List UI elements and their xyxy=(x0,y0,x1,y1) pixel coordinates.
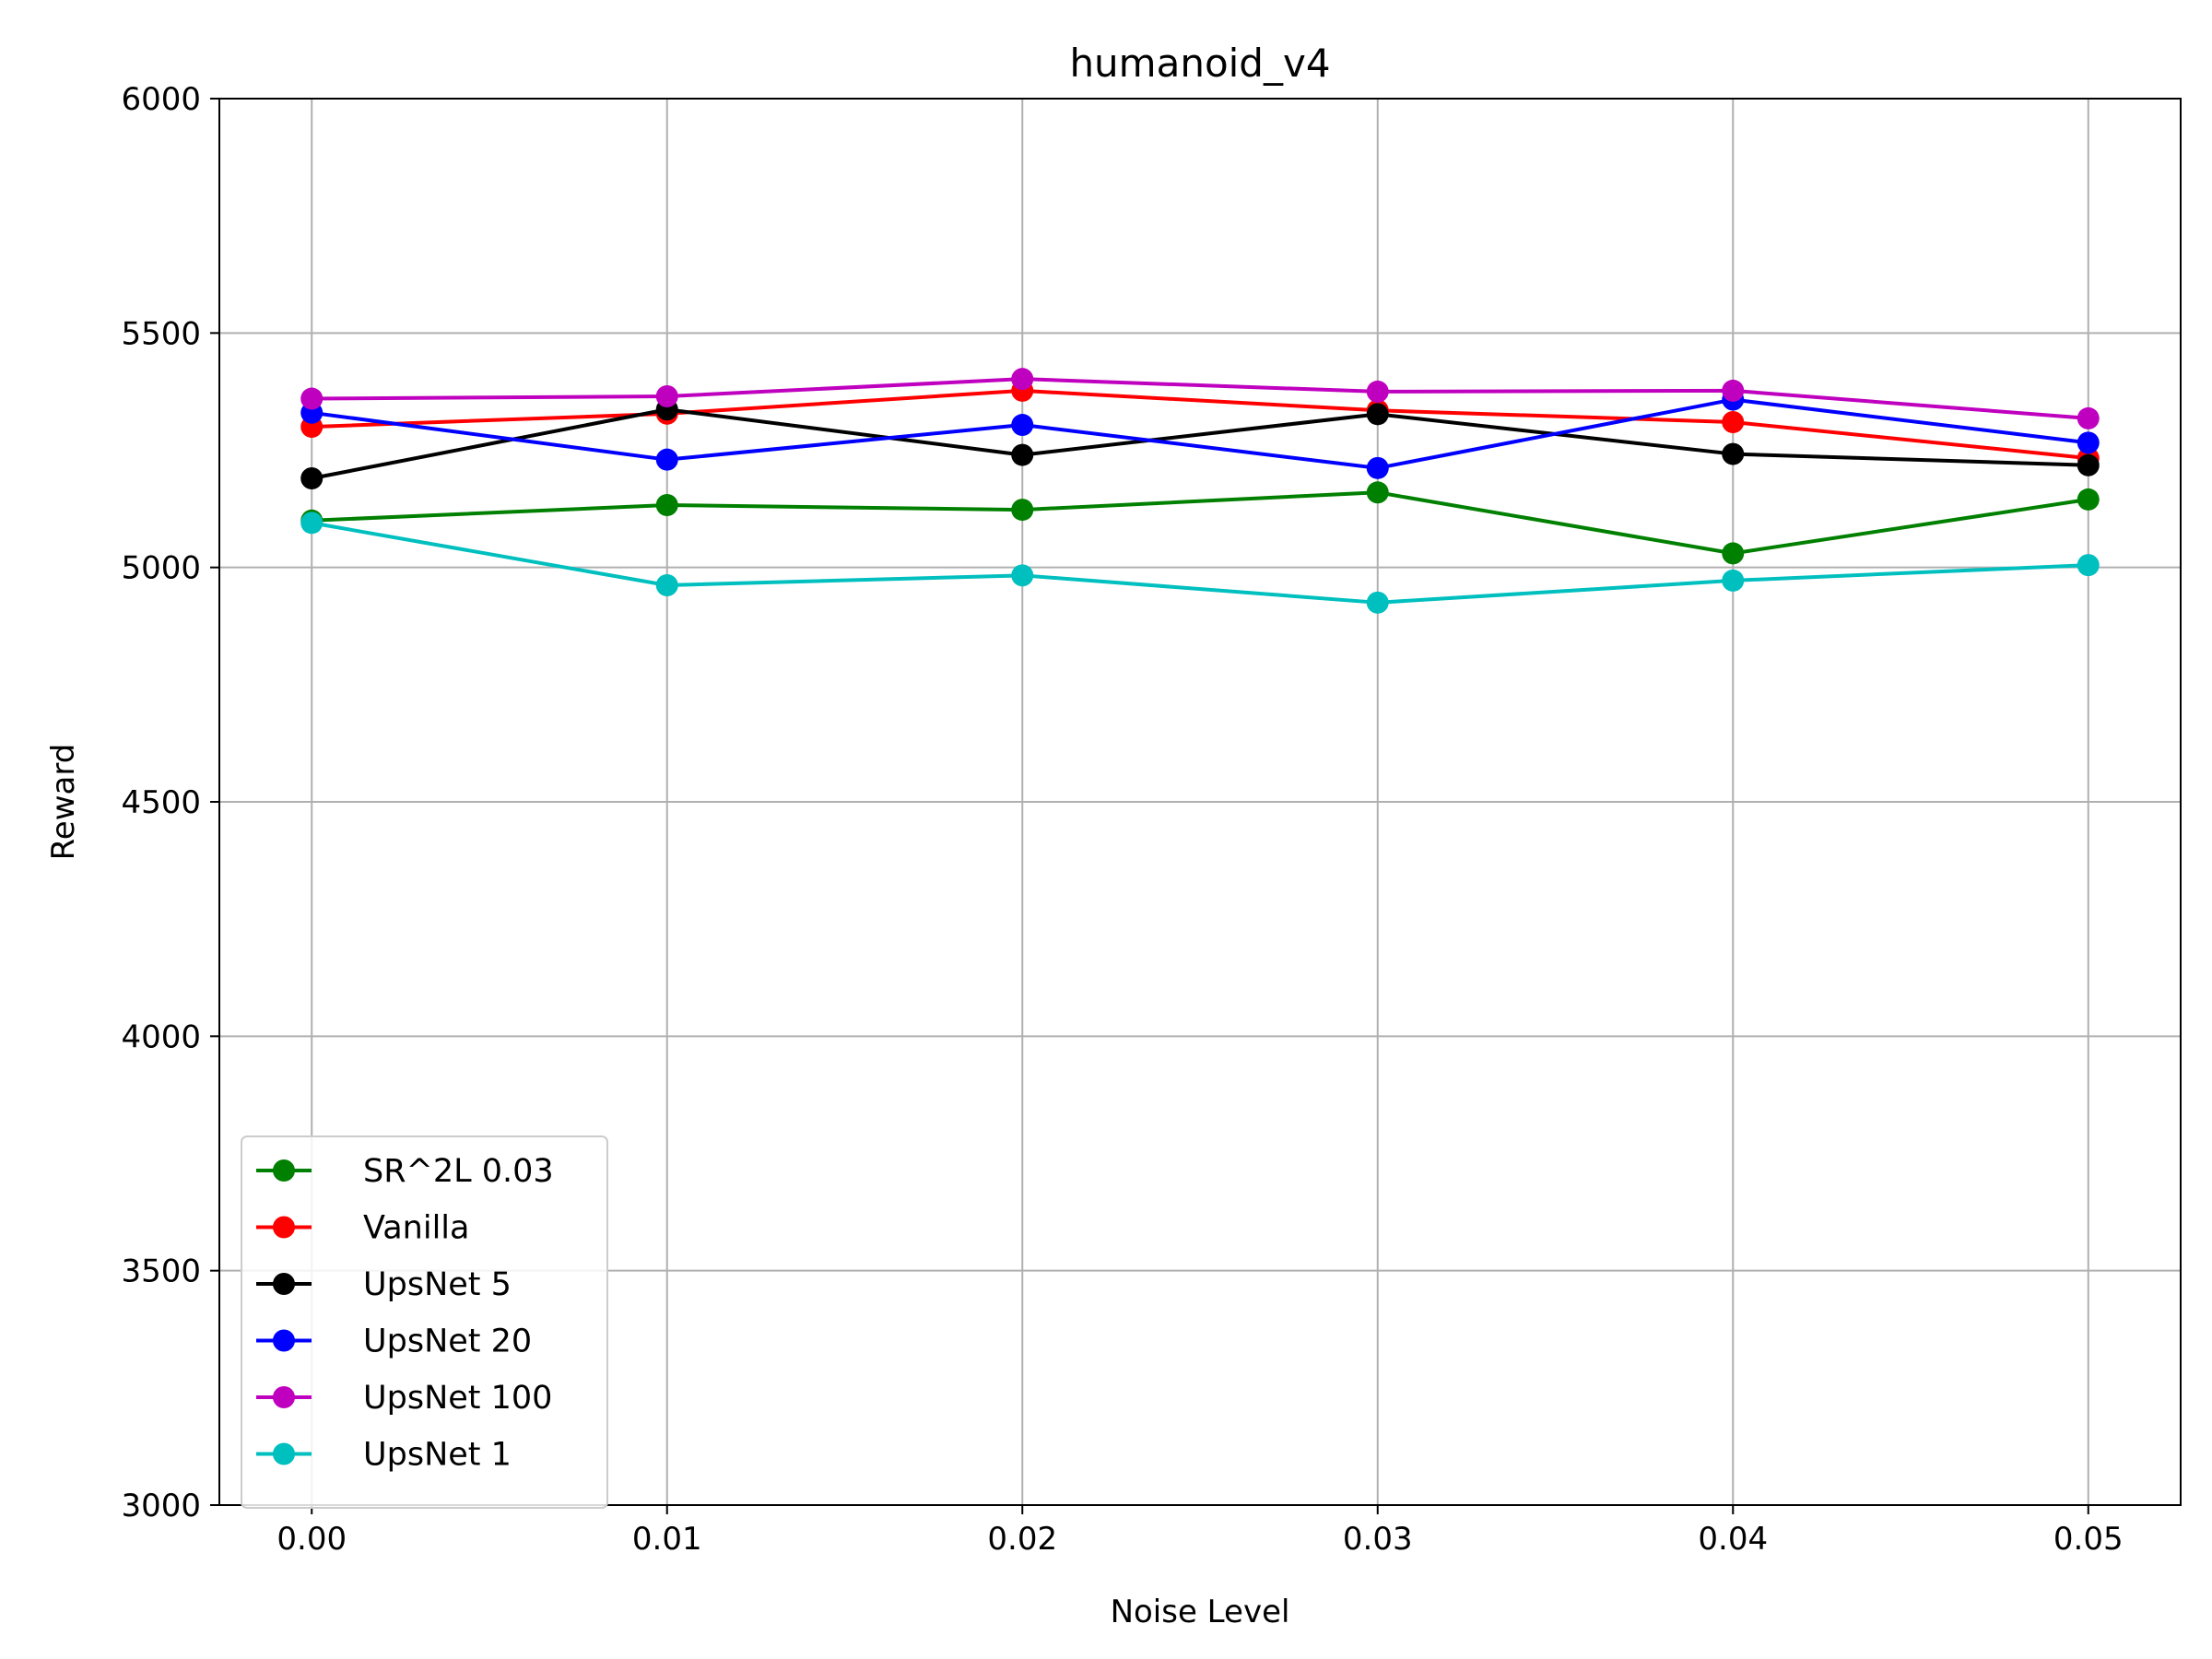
data-point xyxy=(655,385,678,408)
x-axis-label: Noise Level xyxy=(1111,1594,1290,1630)
data-point xyxy=(1722,410,1745,433)
x-tick-label: 0.04 xyxy=(1698,1521,1768,1558)
legend-item: UpsNet 100 xyxy=(256,1380,552,1417)
legend-label: SR^2L 0.03 xyxy=(363,1153,554,1190)
legend-item: UpsNet 1 xyxy=(256,1437,512,1474)
data-point xyxy=(1011,414,1034,437)
series-line xyxy=(311,521,2088,605)
legend-label: UpsNet 1 xyxy=(363,1437,512,1474)
legend-item: Vanilla xyxy=(256,1210,469,1247)
data-point xyxy=(2077,431,2100,454)
data-point xyxy=(655,448,678,471)
x-tick-label: 0.05 xyxy=(2053,1521,2124,1558)
data-point xyxy=(1011,368,1034,391)
x-tick-label: 0.01 xyxy=(632,1521,702,1558)
legend-swatch-marker xyxy=(273,1386,295,1408)
legend-label: UpsNet 100 xyxy=(363,1380,552,1417)
legend-item: SR^2L 0.03 xyxy=(256,1153,554,1190)
legend-swatch-marker xyxy=(273,1329,295,1352)
data-point xyxy=(2077,488,2100,511)
x-tick-label: 0.00 xyxy=(276,1521,347,1558)
data-point xyxy=(1722,442,1745,465)
legend-label: Vanilla xyxy=(363,1210,469,1247)
data-point xyxy=(1366,403,1389,426)
series-line xyxy=(311,397,2089,470)
legend-item: UpsNet 20 xyxy=(256,1324,532,1360)
data-point xyxy=(300,467,324,490)
legend-label: UpsNet 20 xyxy=(363,1324,532,1360)
data-point xyxy=(1011,443,1034,466)
data-point xyxy=(1722,542,1745,565)
data-point xyxy=(655,573,678,596)
data-point xyxy=(1011,499,1034,522)
series-4 xyxy=(300,368,2100,429)
y-tick-label: 4500 xyxy=(121,784,201,821)
y-tick-label: 4000 xyxy=(121,1018,201,1055)
data-point xyxy=(1722,569,1745,592)
series-line xyxy=(312,388,2088,461)
y-tick-label: 3000 xyxy=(121,1488,201,1524)
data-point xyxy=(300,387,324,410)
series-line xyxy=(312,490,2089,556)
legend-swatch-marker xyxy=(273,1216,295,1239)
data-point xyxy=(1366,456,1389,479)
series-line xyxy=(311,407,2088,480)
y-tick-label: 6000 xyxy=(121,81,201,118)
data-point xyxy=(655,494,678,517)
y-tick-label: 3500 xyxy=(121,1253,201,1290)
legend-swatch-marker xyxy=(273,1442,295,1465)
series-5 xyxy=(300,512,2100,614)
data-point xyxy=(1366,481,1389,504)
chart-title: humanoid_v4 xyxy=(1069,41,1330,86)
legend-swatch-marker xyxy=(273,1273,295,1295)
legend-box xyxy=(241,1135,608,1509)
y-tick-label: 5500 xyxy=(121,315,201,352)
legend: SR^2L 0.03 Vanilla UpsNet 5 UpsNet 20 UpsNet… xyxy=(241,1135,608,1509)
data-point xyxy=(2077,406,2100,429)
data-point xyxy=(300,512,324,535)
data-point xyxy=(1366,380,1389,403)
data-point xyxy=(1011,564,1034,587)
data-point xyxy=(2077,554,2100,577)
axis-ticks: 0.00 0.01 0.02 0.03 0.04 0.05 3000 3500 4000 4500… xyxy=(121,81,2123,1558)
x-tick-label: 0.03 xyxy=(1343,1521,1413,1558)
legend-item: UpsNet 5 xyxy=(256,1266,512,1303)
y-tick-label: 5000 xyxy=(121,550,201,587)
data-point xyxy=(1366,591,1389,614)
legend-swatch-marker xyxy=(273,1159,295,1182)
data-point xyxy=(2077,453,2100,477)
y-axis-label: Reward xyxy=(45,744,82,861)
data-point xyxy=(1722,379,1745,402)
x-tick-label: 0.02 xyxy=(987,1521,1057,1558)
legend-label: UpsNet 5 xyxy=(363,1266,512,1303)
series-line xyxy=(312,377,2088,420)
series-layer xyxy=(300,368,2100,614)
